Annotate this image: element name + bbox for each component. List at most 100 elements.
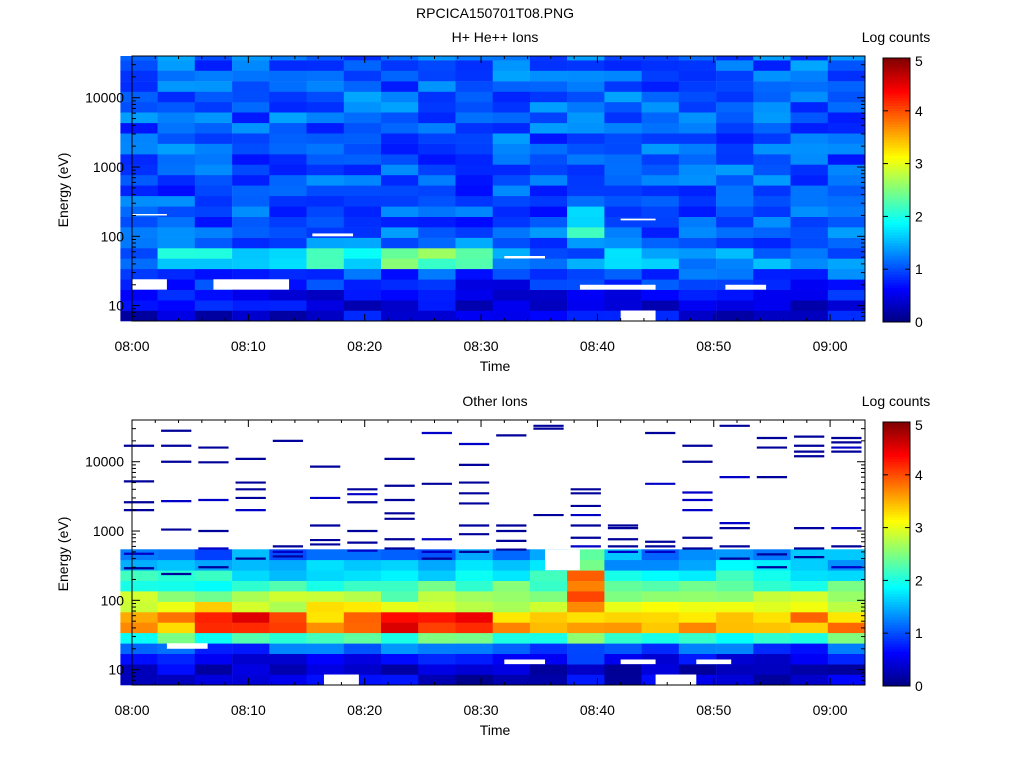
heatmap-cell <box>641 310 680 322</box>
heatmap-cell <box>343 227 382 238</box>
colorbar-step <box>883 664 910 668</box>
heatmap-cell <box>716 154 754 165</box>
heatmap-cell <box>194 143 233 155</box>
heatmap-cell <box>827 570 866 581</box>
heatmap-cell <box>120 632 158 644</box>
colorbar-step <box>883 250 910 254</box>
colorbar-step <box>883 638 910 642</box>
heatmap-cell <box>604 559 642 571</box>
heatmap-cell <box>678 289 717 301</box>
heatmap-cell <box>418 310 456 322</box>
y-axis-label: Energy (eV) <box>55 517 71 592</box>
heatmap-cell <box>455 611 493 623</box>
heatmap-cell <box>827 227 866 238</box>
heatmap-cell <box>492 174 531 186</box>
empty-cell <box>166 643 208 649</box>
heatmap-cell <box>306 632 344 644</box>
axes: 08:00 08:10 08:20 08:30 08:40 08:50 09:00 10 100… <box>85 55 865 354</box>
heatmap-cell <box>381 289 419 301</box>
colorbar-step <box>883 488 910 492</box>
heatmap-cell <box>567 122 605 134</box>
heatmap-cell <box>567 549 605 561</box>
heatmap-cell <box>604 664 642 675</box>
heatmap-cell <box>492 227 531 238</box>
heatmap-cell <box>455 60 493 71</box>
heatmap-cell <box>604 570 642 581</box>
heatmap-cell <box>232 247 270 259</box>
colorbar-step <box>883 651 910 655</box>
heatmap-cell <box>306 279 344 290</box>
empty-cell <box>312 233 354 237</box>
heatmap-cell <box>716 310 754 322</box>
heatmap-cell <box>604 632 642 644</box>
heatmap-cell <box>120 60 158 71</box>
colorbar-step <box>883 477 910 481</box>
y-tick-label: 10000 <box>85 454 124 470</box>
heatmap-cell <box>604 258 642 270</box>
colorbar-step <box>883 290 910 294</box>
heatmap-cell <box>604 101 642 113</box>
colorbar-step <box>883 485 910 489</box>
heatmap-cell <box>567 174 605 186</box>
heatmap-cell <box>790 70 828 82</box>
heatmap-cell <box>716 133 754 144</box>
colorbar-step <box>883 311 910 315</box>
heatmap-cell <box>678 91 717 103</box>
heatmap-cell <box>418 258 456 270</box>
heatmap-cell <box>492 122 531 134</box>
empty-cell <box>620 659 656 665</box>
heatmap-cell <box>455 206 493 217</box>
heatmap-cell <box>790 247 828 259</box>
heatmap-cell <box>306 289 344 301</box>
colorbar-step <box>883 451 910 455</box>
heatmap-cell <box>641 164 680 176</box>
heatmap-cell <box>753 622 791 634</box>
colorbar-step <box>883 606 910 610</box>
x-tick-label: 08:00 <box>114 338 149 354</box>
heatmap-cell <box>790 310 828 322</box>
heatmap-cell <box>678 60 717 71</box>
heatmap-cell <box>567 185 605 197</box>
heatmap-cell <box>455 643 493 654</box>
heatmap-cell <box>194 112 233 124</box>
heatmap-cell <box>492 216 531 228</box>
colorbar-frame <box>882 57 911 323</box>
colorbar-step <box>883 271 910 275</box>
heatmap-cell <box>678 164 717 176</box>
colorbar-tick-label: 5 <box>915 417 923 433</box>
heatmap-cell <box>455 216 493 228</box>
heatmap-cell <box>381 143 419 155</box>
heatmap-cell <box>567 237 605 249</box>
colorbar-step <box>883 612 910 616</box>
heatmap-cell <box>269 622 307 634</box>
heatmap-cell <box>269 56 307 61</box>
colorbar-step <box>883 617 910 621</box>
colorbar-step <box>883 131 910 135</box>
heatmap-cell <box>492 247 531 259</box>
heatmap-cell <box>269 664 307 675</box>
colorbar-step <box>883 469 910 473</box>
heatmap-cell <box>678 643 717 654</box>
heatmap-cell <box>790 216 828 228</box>
heatmap-cell <box>455 580 493 592</box>
heatmap-cell <box>753 279 791 290</box>
heatmap-cell <box>827 310 866 322</box>
heatmap-cell <box>529 664 568 675</box>
colorbar-step <box>883 474 910 478</box>
heatmap-cell <box>381 91 419 103</box>
heatmap-cell <box>232 154 270 165</box>
colorbar-step <box>883 171 910 175</box>
colorbar-step <box>883 501 910 505</box>
heatmap-cell <box>120 622 158 634</box>
heatmap-cell <box>753 591 791 602</box>
heatmap-cell <box>790 185 828 197</box>
heatmap-cell <box>529 279 568 290</box>
heatmap-cell <box>529 91 568 103</box>
heatmap-cell <box>343 133 382 144</box>
y-axis-label: Energy (eV) <box>55 153 71 228</box>
heatmap-cell <box>194 268 233 280</box>
colorbar-step <box>883 192 910 196</box>
heatmap-cell <box>753 216 791 228</box>
heatmap-cell <box>418 247 456 259</box>
heatmap-cell <box>753 268 791 280</box>
